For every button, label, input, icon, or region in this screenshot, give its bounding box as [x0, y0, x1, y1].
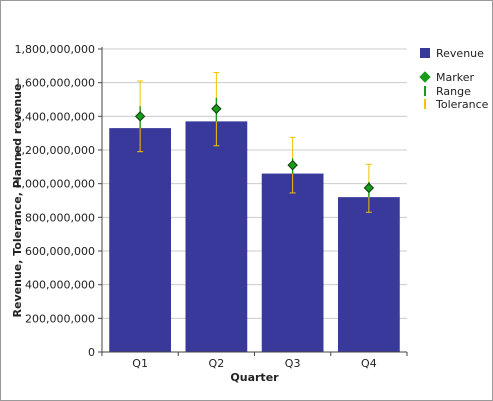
bars [109, 121, 400, 352]
y-tick-label: 1,200,000,000 [15, 144, 95, 157]
legend-label: Tolerance [435, 98, 489, 111]
x-tick-label: Q2 [209, 357, 225, 370]
y-tick-label: 400,000,000 [25, 279, 95, 292]
markers [134, 103, 375, 194]
legend-swatch-revenue [420, 48, 430, 58]
marker-diamond [134, 111, 146, 122]
legend-swatch-marker [419, 71, 431, 83]
y-tick-label: 1,600,000,000 [15, 77, 95, 90]
bar [337, 197, 400, 352]
error-bars [137, 72, 372, 213]
x-tick-label: Q1 [132, 357, 148, 370]
y-tick-label: 600,000,000 [25, 245, 95, 258]
marker-diamond [363, 182, 375, 194]
bar [109, 128, 172, 352]
marker-diamond [287, 159, 298, 171]
y-tick-labels: 0 200,000,000 400,000,000 600,000,000 800,00… [15, 43, 95, 359]
y-axis-title: Revenue, Tolerance, Planned revenue [11, 84, 24, 318]
legend-label: Range [436, 85, 471, 98]
x-tick-labels: Q1 Q2 Q3 Q4 [101, 352, 408, 370]
y-tick-label: 200,000,000 [25, 312, 95, 325]
x-tick-label: Q4 [361, 357, 377, 370]
bar [261, 173, 324, 352]
x-axis-title: Quarter [230, 371, 279, 384]
y-tick-label: 1,000,000,000 [15, 178, 95, 191]
y-tick-label: 1,800,000,000 [15, 43, 95, 56]
y-tick-label: 800,000,000 [25, 211, 95, 224]
x-tick-label: Q3 [285, 357, 301, 370]
legend-label: Revenue [436, 47, 484, 60]
marker-diamond [211, 103, 222, 114]
bar [185, 121, 248, 352]
legend-label: Marker [436, 71, 474, 84]
y-tick-label: 0 [88, 346, 95, 359]
y-tick-label: 1,400,000,000 [15, 110, 95, 123]
